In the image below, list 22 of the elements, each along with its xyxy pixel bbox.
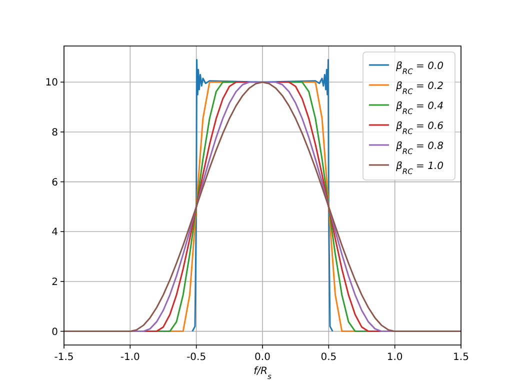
x-tick-label: 1.0 — [386, 352, 403, 363]
x-axis-title: f/R$_{s}$ — [254, 366, 272, 380]
y-tick-label: 10 — [45, 78, 58, 89]
x-tick-label: -1.0 — [120, 352, 140, 363]
y-tick-label: 0 — [52, 326, 58, 338]
y-tick-label: 4 — [52, 227, 58, 238]
x-tick-label: 1.5 — [453, 352, 469, 363]
legend-label: β$_{RC}$ = 0.6 — [395, 121, 444, 136]
y-tick-label: 8 — [52, 127, 58, 138]
line-series — [64, 81, 461, 332]
legend-label: β$_{RC}$ = 0.0 — [395, 61, 444, 76]
legend-label: β$_{RC}$ = 0.2 — [395, 81, 444, 96]
x-tick-label: 0.0 — [254, 352, 270, 363]
legend-label: β$_{RC}$ = 1.0 — [395, 161, 444, 176]
x-tick-label: -1.5 — [54, 352, 74, 363]
legend-label: β$_{RC}$ = 0.4 — [395, 101, 444, 116]
line-series — [192, 58, 334, 332]
x-tick-label: 0.5 — [320, 352, 337, 363]
y-tick-label: 2 — [52, 276, 58, 288]
y-tick-label: 6 — [52, 177, 58, 188]
x-tick-label: -0.5 — [186, 352, 206, 363]
legend-label: β$_{RC}$ = 0.8 — [395, 141, 444, 156]
